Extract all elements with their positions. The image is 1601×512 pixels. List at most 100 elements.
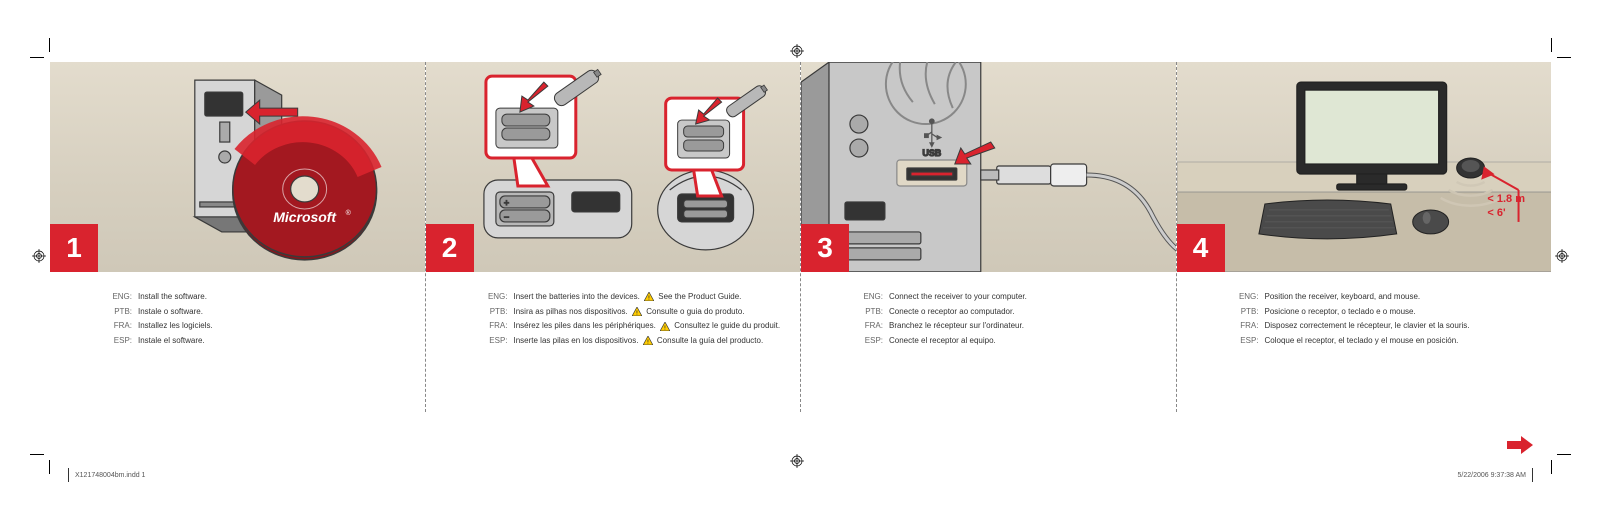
panels-container: Microsoft ® 1 ENG:Install the software.P… [50, 62, 1551, 412]
footer-right: 5/22/2006 9:37:38 AM [1458, 468, 1534, 482]
crop-mark [1557, 454, 1571, 455]
instruction-text: Instale o software. [138, 305, 415, 319]
usb-label: USB [922, 148, 941, 158]
step-3-illustration: USB [801, 62, 1176, 272]
instruction-row: FRA:Branchez le récepteur sur l'ordinate… [859, 319, 1166, 333]
instruction-lang: PTB: [859, 305, 889, 319]
registration-mark [32, 249, 46, 263]
svg-text:!: ! [636, 310, 638, 316]
svg-text:−: − [503, 212, 508, 222]
instruction-lang: ENG: [859, 290, 889, 304]
instruction-lang: ESP: [108, 334, 138, 348]
crop-mark [30, 57, 44, 58]
crop-mark [30, 454, 44, 455]
step-3-panel: USB [800, 62, 1176, 412]
instruction-lang: FRA: [859, 319, 889, 333]
step-number-text: 4 [1193, 232, 1209, 264]
instruction-text: Insira as pilhas nos dispositivos. ! Con… [514, 305, 791, 319]
instruction-row: FRA:Insérez les piles dans les périphéri… [484, 319, 791, 333]
crop-mark [49, 460, 50, 474]
instruction-lang: ESP: [484, 334, 514, 348]
instruction-text: Inserte las pilas en los dispositivos. !… [514, 334, 791, 348]
instruction-text: Posicione o receptor, o teclado e o mous… [1265, 305, 1542, 319]
step-1-instructions: ENG:Install the software.PTB:Instale o s… [108, 290, 415, 348]
instruction-row: ESP:Instale el software. [108, 334, 415, 348]
step-2-instructions: ENG:Insert the batteries into the device… [484, 290, 791, 348]
instruction-row: PTB:Instale o software. [108, 305, 415, 319]
instruction-lang: FRA: [1235, 319, 1265, 333]
footer-timestamp: 5/22/2006 9:37:38 AM [1458, 472, 1527, 479]
instruction-lang: PTB: [1235, 305, 1265, 319]
instruction-row: ENG:Connect the receiver to your compute… [859, 290, 1166, 304]
instruction-row: FRA:Installez les logiciels. [108, 319, 415, 333]
step-2-panel: + − [425, 62, 801, 412]
step-1-illustration: Microsoft ® [50, 62, 425, 272]
crop-mark [1551, 38, 1552, 52]
step-number: 2 [426, 224, 474, 272]
instruction-row: PTB:Posicione o receptor, o teclado e o … [1235, 305, 1542, 319]
instruction-row: ENG:Position the receiver, keyboard, and… [1235, 290, 1542, 304]
registration-mark [790, 454, 804, 468]
registration-mark [1555, 249, 1569, 263]
distance-imperial: < 6' [1487, 206, 1525, 220]
instruction-text: Insert the batteries into the devices. !… [514, 290, 791, 304]
instruction-row: FRA:Disposez correctement le récepteur, … [1235, 319, 1542, 333]
step-number-text: 2 [442, 232, 458, 264]
instruction-lang: ENG: [484, 290, 514, 304]
step-number: 3 [801, 224, 849, 272]
instruction-lang: ESP: [1235, 334, 1265, 348]
distance-metric: < 1.8 m [1487, 192, 1525, 206]
instruction-lang: ESP: [859, 334, 889, 348]
instruction-text: Coloque el receptor, el teclado y el mou… [1265, 334, 1542, 348]
step-number-text: 3 [817, 232, 833, 264]
instruction-text: Installez les logiciels. [138, 319, 415, 333]
instruction-text: Position the receiver, keyboard, and mou… [1265, 290, 1542, 304]
cd-label-text: Microsoft [273, 209, 337, 225]
svg-text:®: ® [346, 209, 352, 217]
instruction-lang: ENG: [108, 290, 138, 304]
instruction-text: Instale el software. [138, 334, 415, 348]
page: Microsoft ® 1 ENG:Install the software.P… [0, 0, 1601, 512]
step-number: 1 [50, 224, 98, 272]
svg-text:+: + [503, 198, 508, 208]
step-number: 4 [1177, 224, 1225, 272]
crop-mark [1551, 460, 1552, 474]
instruction-row: ESP:Conecte el receptor al equipo. [859, 334, 1166, 348]
step-4-illustration: < 1.8 m < 6' [1177, 62, 1552, 272]
instruction-lang: PTB: [108, 305, 138, 319]
instruction-lang: FRA: [484, 319, 514, 333]
instruction-text: Install the software. [138, 290, 415, 304]
step-1-panel: Microsoft ® 1 ENG:Install the software.P… [50, 62, 425, 412]
step-4-panel: < 1.8 m < 6' 4 ENG:Position the receiver… [1176, 62, 1552, 412]
instruction-row: PTB:Conecte o receptor ao computador. [859, 305, 1166, 319]
svg-text:!: ! [648, 296, 650, 302]
instruction-lang: FRA: [108, 319, 138, 333]
instruction-text: Disposez correctement le récepteur, le c… [1265, 319, 1542, 333]
instruction-row: PTB:Insira as pilhas nos dispositivos. !… [484, 305, 791, 319]
crop-mark [49, 38, 50, 52]
registration-mark [790, 44, 804, 58]
step-2-illustration: + − [426, 62, 801, 272]
footer: X121748004bm.indd 1 5/22/2006 9:37:38 AM [68, 468, 1533, 482]
footer-left: X121748004bm.indd 1 [68, 468, 145, 482]
instruction-row: ENG:Insert the batteries into the device… [484, 290, 791, 304]
step-number-text: 1 [66, 232, 82, 264]
step-3-instructions: ENG:Connect the receiver to your compute… [859, 290, 1166, 348]
svg-text:!: ! [664, 325, 666, 331]
instruction-text: Branchez le récepteur sur l'ordinateur. [889, 319, 1166, 333]
instruction-row: ESP:Inserte las pilas en los dispositivo… [484, 334, 791, 348]
instruction-text: Conecte o receptor ao computador. [889, 305, 1166, 319]
step-4-instructions: ENG:Position the receiver, keyboard, and… [1235, 290, 1542, 348]
instruction-lang: PTB: [484, 305, 514, 319]
instruction-text: Connect the receiver to your computer. [889, 290, 1166, 304]
continue-arrow-icon [1507, 436, 1533, 454]
footer-filename: X121748004bm.indd 1 [75, 472, 145, 479]
instruction-text: Conecte el receptor al equipo. [889, 334, 1166, 348]
crop-mark [1557, 57, 1571, 58]
instruction-row: ESP:Coloque el receptor, el teclado y el… [1235, 334, 1542, 348]
instruction-text: Insérez les piles dans les périphériques… [514, 319, 791, 333]
svg-text:!: ! [647, 340, 649, 346]
instruction-row: ENG:Install the software. [108, 290, 415, 304]
instruction-lang: ENG: [1235, 290, 1265, 304]
distance-label: < 1.8 m < 6' [1487, 192, 1525, 221]
